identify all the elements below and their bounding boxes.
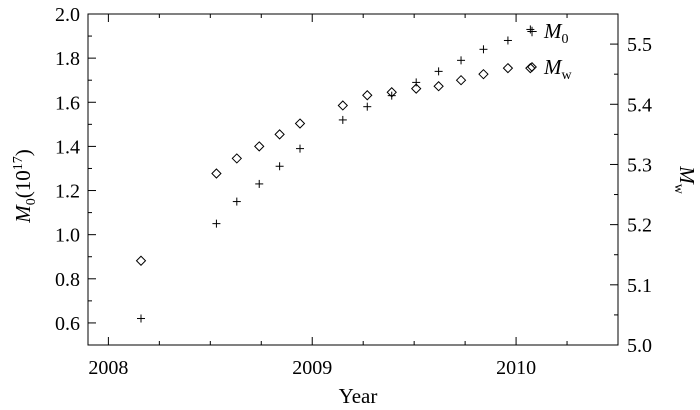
mw-point [502, 62, 514, 74]
y-left-tick-label: 1.6 [55, 92, 80, 114]
y-left-tick-label: 2.0 [55, 4, 80, 26]
m0-point [503, 36, 512, 45]
x-tick-label: 2009 [292, 357, 332, 379]
m0-point [363, 102, 372, 111]
y-right-tick-label: 5.4 [627, 94, 652, 116]
m0-point [212, 219, 221, 228]
y-axis-left-title: M0(1017) [11, 149, 39, 224]
mw-point [254, 141, 265, 152]
m0-point [526, 25, 535, 34]
mw-point [362, 90, 373, 101]
m0-point [387, 91, 396, 100]
data-marks [135, 25, 536, 323]
legend: + M0 Mw [526, 19, 572, 83]
y-right-tick-label: 5.5 [627, 34, 652, 56]
y-right-tick-label: 5.3 [627, 154, 652, 176]
m0-point [412, 78, 421, 87]
mw-point [525, 62, 536, 74]
tick-marks [88, 13, 618, 346]
mw-point [386, 87, 397, 98]
m0-point [255, 179, 264, 188]
m0-point [232, 197, 241, 206]
y-left-tick-label: 1.4 [55, 136, 80, 158]
mw-point [433, 81, 444, 92]
x-tick-label: 2010 [496, 357, 536, 379]
m0-point [296, 144, 304, 153]
mw-point [211, 168, 222, 179]
y-axis-right-title: Mw [671, 165, 699, 195]
m0-point [457, 56, 466, 65]
mw-point [337, 100, 349, 111]
y-right-tick-label: 5.1 [627, 275, 652, 297]
mw-point [274, 129, 285, 140]
m0-point [338, 115, 347, 124]
x-axis-title: Year [339, 384, 378, 408]
plot-frame [87, 13, 619, 346]
mw-point [410, 83, 422, 94]
legend-marker-m0: + [526, 21, 537, 43]
y-left-tick-label: 0.6 [55, 313, 80, 335]
tick-labels: 2008 2009 2010 0.6 0.8 1.0 1.2 1.4 1.6 1.8 2.0 5.0 5… [55, 4, 652, 379]
y-right-tick-label: 5.0 [627, 335, 652, 357]
mw-point [231, 153, 243, 164]
legend-label-m0: M0 [543, 19, 569, 47]
m0-point [434, 67, 443, 76]
m0-point [479, 45, 488, 54]
legend-marker-mw [527, 62, 537, 72]
x-tick-label: 2008 [88, 357, 128, 379]
y-right-tick-label: 5.2 [627, 215, 652, 237]
m0-point [275, 162, 284, 171]
mw-point [478, 68, 489, 80]
y-left-tick-label: 0.8 [55, 269, 80, 291]
y-left-tick-label: 1.2 [55, 181, 80, 203]
y-left-tick-label: 1.8 [55, 48, 80, 70]
y-left-tick-label: 1.0 [55, 225, 80, 247]
m0-point [137, 314, 145, 323]
legend-label-mw: Mw [543, 55, 573, 83]
mw-point [294, 118, 306, 129]
mw-point [135, 255, 147, 266]
mw-point [455, 74, 467, 86]
